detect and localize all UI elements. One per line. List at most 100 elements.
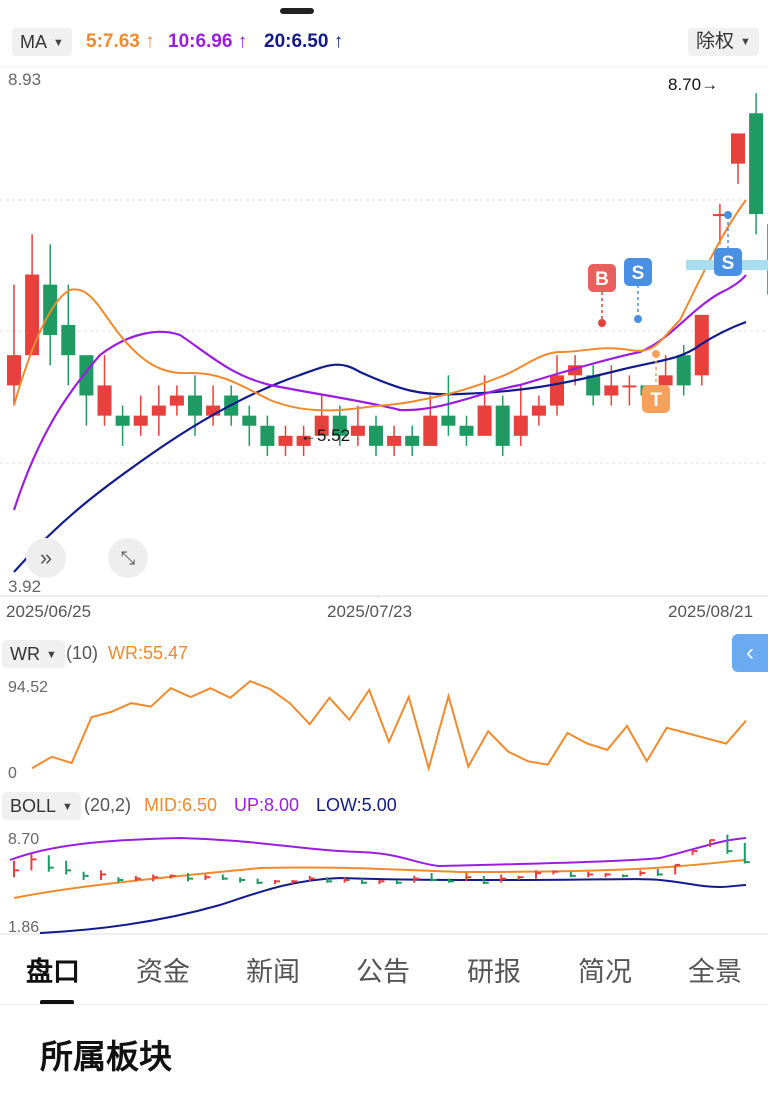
y-max-label: 8.93 <box>8 70 41 89</box>
boll-up-line <box>9 836 747 868</box>
candle-body <box>260 425 275 446</box>
boll-up: UP:8.00 <box>234 795 300 815</box>
sell-signal-text-2: S <box>722 253 735 274</box>
candle-body <box>676 355 691 386</box>
candle-body <box>586 375 601 396</box>
low-marker: ←5.52 <box>300 426 350 445</box>
ma5-value: 5:7.63 ↑ <box>86 31 155 52</box>
candle-body <box>188 395 202 416</box>
candle-body <box>712 214 727 217</box>
adjust-label: 除权 <box>696 31 735 53</box>
boll-low-line <box>39 876 747 934</box>
boll-low: LOW:5.00 <box>316 795 397 815</box>
ma-selector[interactable]: MA ▼ <box>12 28 72 56</box>
candle-body <box>296 435 311 446</box>
candle-body <box>731 133 745 164</box>
tab-gonggao[interactable]: 公告 <box>356 957 410 987</box>
ma-indicator-bar: MA ▼ 5:7.63 ↑ 10:6.96 ↑ 20:6.50 ↑ 除权 ▼ <box>0 24 768 64</box>
sell-signal-badge-2[interactable] <box>714 248 742 276</box>
tab-jiankuang[interactable]: 简况 <box>578 957 632 987</box>
fullscreen-icon[interactable]: ⤡ <box>108 538 148 578</box>
wr-y-max: 94.52 <box>8 679 48 696</box>
candle-body <box>133 415 148 426</box>
expand-icon[interactable]: » <box>26 538 66 578</box>
candle-body <box>387 435 402 446</box>
boll-mid-line <box>13 859 747 899</box>
boll-price-ticks <box>13 834 750 885</box>
collapse-panel-icon[interactable]: ‹ <box>732 634 768 672</box>
sell-signal-text: S <box>632 263 645 284</box>
candle-body <box>495 405 510 446</box>
chevron-down-icon: ▼ <box>740 36 751 48</box>
ma10-line <box>12 274 747 511</box>
signal-markers: B S T S <box>588 211 768 413</box>
tab-quanjing[interactable]: 全景 <box>688 957 742 987</box>
candle-body <box>749 113 764 215</box>
boll-indicator-bar: BOLL ▼ (20,2) MID:6.50 UP:8.00 LOW:5.00 <box>0 792 768 822</box>
candle-body <box>115 415 130 426</box>
wr-selector-label: WR <box>10 644 40 664</box>
candlestick-chart[interactable]: 8.93 3.92 8.70→ ←5.52 B S T S <box>0 66 768 598</box>
candle-body <box>350 425 365 436</box>
candle-body <box>278 435 293 446</box>
date-end: 2025/08/21 <box>668 602 754 621</box>
drag-handle[interactable] <box>280 8 314 14</box>
boll-params: (20,2) <box>84 795 132 815</box>
wr-chart[interactable]: 94.52 0 <box>0 672 768 788</box>
tab-xinwen[interactable]: 新闻 <box>246 957 300 987</box>
wr-params: (10) <box>66 643 99 663</box>
candle-body <box>441 415 456 426</box>
candle-body <box>151 405 166 416</box>
date-mid: 2025/07/23 <box>327 602 413 621</box>
section-title: 所属板块 <box>40 1038 172 1075</box>
date-axis: 2025/06/25 2025/07/23 2025/08/21 <box>0 600 768 626</box>
buy-signal-badge[interactable] <box>588 264 616 292</box>
divider <box>0 1004 768 1005</box>
candle-body <box>7 355 21 386</box>
candle-body <box>622 385 637 388</box>
candle-body <box>206 405 221 416</box>
boll-chart[interactable]: 8.70 1.86 <box>0 822 768 938</box>
ma-selector-label: MA <box>20 32 47 52</box>
ma20-value: 20:6.50 ↑ <box>264 31 344 52</box>
tab-yanbao[interactable]: 研报 <box>467 957 521 987</box>
candle-body <box>513 415 528 436</box>
wr-line <box>31 679 747 772</box>
tab-zijin[interactable]: 资金 <box>136 957 190 987</box>
grid-lines <box>0 199 768 464</box>
candle-body <box>79 355 94 396</box>
candle-body <box>658 375 673 386</box>
t-signal-badge[interactable] <box>642 385 670 413</box>
wr-selector[interactable]: WR ▼ <box>2 640 65 668</box>
ma5-line <box>13 199 747 412</box>
date-start: 2025/06/25 <box>6 602 92 621</box>
tab-pankou[interactable]: 盘口 <box>26 957 80 987</box>
candle-body <box>531 405 546 416</box>
candle-body <box>61 324 76 356</box>
t-signal-text: T <box>650 390 662 411</box>
candle-body <box>568 365 583 376</box>
adjust-button[interactable]: 除权 ▼ <box>688 28 759 56</box>
candle-body <box>604 385 619 396</box>
tab-bar: 盘口 资金 新闻 公告 研报 简况 全景 <box>0 940 768 1002</box>
wr-indicator-bar: WR ▼ (10) WR:55.47 <box>0 638 768 668</box>
chevron-down-icon: ▼ <box>62 801 73 814</box>
candle-body <box>423 415 438 446</box>
y-min-label: 3.92 <box>8 577 41 596</box>
ma20-line <box>13 320 747 573</box>
candles-group <box>7 93 768 456</box>
candle-body <box>332 415 347 436</box>
chevron-down-icon: ▼ <box>46 649 57 662</box>
candle-body <box>169 395 184 406</box>
sell-signal-badge[interactable] <box>624 258 652 286</box>
candle-body <box>550 375 564 406</box>
wr-y-min: 0 <box>8 765 17 782</box>
candle-body <box>25 274 40 356</box>
active-tab-indicator <box>40 1000 74 1005</box>
boll-y-min: 1.86 <box>8 919 39 936</box>
candle-body <box>405 435 420 446</box>
boll-mid: MID:6.50 <box>144 795 218 815</box>
boll-selector[interactable]: BOLL ▼ <box>2 792 81 820</box>
candle-body <box>242 415 257 426</box>
wr-value: WR:55.47 <box>108 643 189 663</box>
